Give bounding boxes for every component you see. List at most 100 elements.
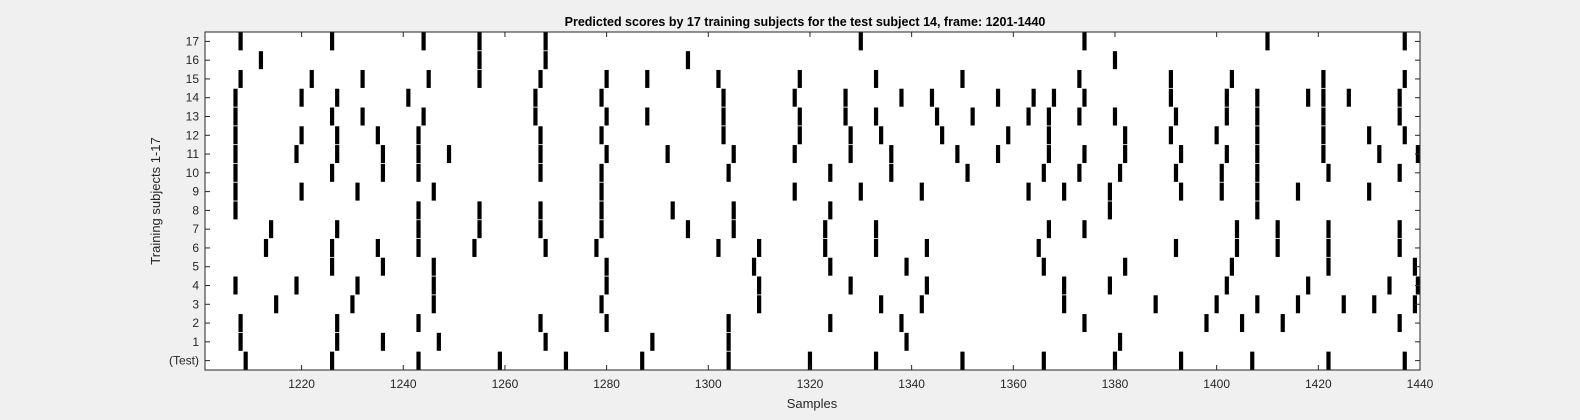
raster-bar (1117, 163, 1123, 182)
raster-bar (797, 107, 802, 126)
y-tick-label: 3 (192, 297, 199, 311)
raster-bar (1346, 88, 1351, 107)
raster-bar (873, 220, 879, 239)
raster-bar (1051, 88, 1057, 107)
raster-bar (1062, 295, 1067, 314)
raster-bar (416, 163, 421, 182)
raster-bar (721, 107, 726, 126)
raster-bar (665, 145, 670, 164)
raster-bar (685, 220, 691, 239)
raster-bar (268, 220, 274, 239)
raster-bar (538, 145, 543, 164)
raster-bar (1275, 238, 1280, 257)
raster-bar (599, 220, 604, 239)
raster-bar (294, 276, 299, 295)
raster-bar (1295, 182, 1301, 201)
raster-bar (543, 238, 548, 257)
raster-bar (1397, 238, 1402, 257)
y-tick-label: 1 (192, 335, 199, 349)
x-tick-label: 1280 (593, 377, 620, 391)
y-tick-label: 4 (192, 279, 199, 293)
raster-bar (1107, 201, 1112, 220)
y-tick-label: 12 (186, 128, 200, 142)
raster-bar (1229, 69, 1234, 88)
raster-bar (538, 314, 543, 333)
raster-bar (1397, 107, 1402, 126)
raster-bar (497, 351, 502, 370)
raster-bar (375, 238, 380, 257)
y-tick-label: 11 (187, 147, 200, 161)
raster-bar (1255, 182, 1260, 201)
raster-bar (538, 69, 543, 88)
raster-bar (431, 276, 436, 295)
raster-bar (879, 295, 884, 314)
raster-bar (1326, 163, 1331, 182)
raster-bar (970, 107, 975, 126)
raster-bar (792, 145, 797, 164)
raster-bar (1224, 88, 1229, 107)
raster-bar (929, 88, 935, 107)
raster-bar (640, 351, 645, 370)
raster-bar (416, 314, 421, 333)
raster-bar (1178, 182, 1184, 201)
raster-bar (538, 163, 543, 182)
raster-bar (335, 88, 340, 107)
raster-bar (716, 69, 721, 88)
raster-bar (1082, 32, 1087, 51)
raster-bar (599, 126, 604, 145)
raster-bar (1168, 69, 1173, 88)
raster-bar (472, 238, 477, 257)
raster-bar (1412, 295, 1418, 314)
raster-bar (1082, 220, 1087, 239)
raster-bar (1306, 88, 1311, 107)
raster-bar (604, 276, 609, 295)
y-tick-label: 10 (186, 166, 200, 180)
raster-bar (233, 126, 238, 145)
raster-bar (940, 126, 945, 145)
raster-bar (1082, 145, 1087, 164)
raster-bar (716, 238, 721, 257)
raster-bar (726, 351, 731, 370)
raster-bar (873, 107, 879, 126)
raster-bar (889, 145, 894, 164)
raster-bar (1239, 314, 1245, 333)
x-axis-ticks: 1220 1240 1260 1280 1300 1320 1340 1360 1380 1400… (288, 32, 1434, 391)
raster-bar (421, 107, 426, 126)
raster-bar (233, 88, 238, 107)
raster-bar (274, 295, 279, 314)
y-tick-label: 13 (186, 110, 200, 124)
raster-bar (1082, 314, 1087, 333)
raster-bar (543, 332, 548, 351)
raster-bar (721, 88, 726, 107)
raster-bar (650, 332, 655, 351)
raster-bar (1402, 126, 1407, 145)
raster-bar (726, 163, 731, 182)
raster-bar (1107, 182, 1112, 201)
raster-bar (873, 69, 879, 88)
raster-bar (1321, 126, 1326, 145)
raster-bar (670, 201, 675, 220)
y-tick-label: 8 (192, 203, 199, 217)
raster-bar (299, 182, 304, 201)
raster-bar (258, 51, 264, 70)
raster-bar (309, 69, 314, 88)
raster-bar (477, 69, 482, 88)
raster-bar (1250, 351, 1255, 370)
raster-bar (416, 145, 421, 164)
raster-bar (233, 107, 238, 126)
raster-bar (731, 201, 736, 220)
raster-bar (1255, 295, 1260, 314)
raster-bar (1321, 69, 1326, 88)
raster-bar (599, 182, 604, 201)
raster-bar (1367, 126, 1372, 145)
raster-bar (858, 32, 863, 51)
raster-bar (431, 182, 436, 201)
raster-bar (1402, 351, 1407, 370)
raster-bar (446, 145, 452, 164)
raster-bar (1036, 238, 1041, 257)
raster-bar (1026, 107, 1031, 126)
raster-bar (543, 51, 548, 70)
raster-bar (335, 220, 340, 239)
raster-bar (955, 145, 960, 164)
raster-bar (1026, 182, 1031, 201)
